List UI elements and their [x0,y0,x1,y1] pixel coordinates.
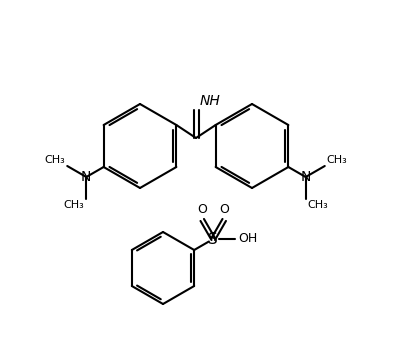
Text: O: O [197,203,207,216]
Text: N: N [81,170,92,184]
Text: CH₃: CH₃ [64,200,84,210]
Text: NH: NH [200,94,221,108]
Text: O: O [219,203,229,216]
Text: CH₃: CH₃ [327,155,347,165]
Text: N: N [301,170,311,184]
Text: S: S [208,231,218,246]
Text: CH₃: CH₃ [44,155,65,165]
Text: CH₃: CH₃ [308,200,329,210]
Text: OH: OH [238,232,257,246]
